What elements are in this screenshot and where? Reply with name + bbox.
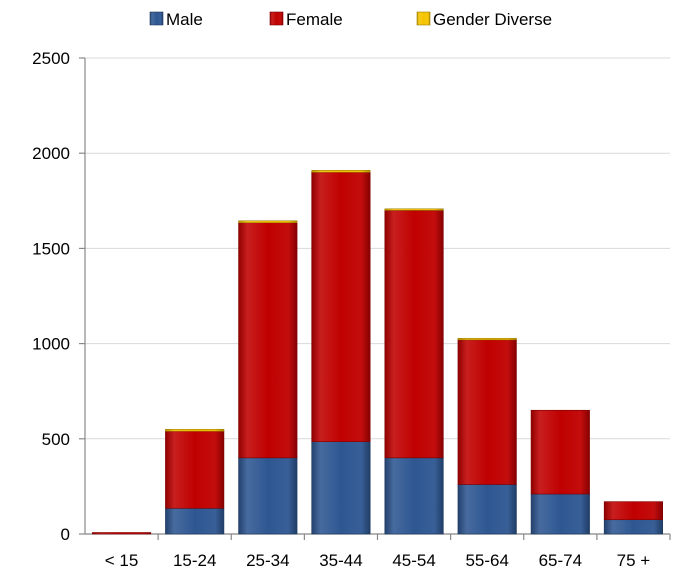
bar-male <box>238 457 298 535</box>
x-tick-label: 75 + <box>617 551 651 570</box>
bar-female <box>238 222 298 459</box>
x-tick-label: 65-74 <box>539 551 582 570</box>
x-tick-label: 55-64 <box>465 551 508 570</box>
bar-gender-diverse <box>457 337 517 341</box>
bar-female <box>311 171 371 442</box>
bar-female <box>165 430 225 509</box>
x-tick-label: 25-34 <box>246 551 289 570</box>
bar-gender-diverse <box>165 428 225 432</box>
legend-label: Gender Diverse <box>433 10 552 29</box>
bars <box>92 170 663 535</box>
bar-female <box>92 532 152 535</box>
legend-label: Female <box>286 10 343 29</box>
y-tick-label: 2000 <box>32 144 70 163</box>
legend-label: Male <box>166 10 203 29</box>
gridlines <box>85 57 670 440</box>
legend-swatch <box>269 11 284 26</box>
legend-swatch <box>149 11 164 26</box>
bar-female <box>457 339 517 485</box>
x-tick-label: < 15 <box>105 551 139 570</box>
bar-male <box>165 507 225 535</box>
bar-male <box>603 519 663 535</box>
y-tick-label: 500 <box>42 430 70 449</box>
bar-female <box>603 501 663 521</box>
y-tick-label: 0 <box>61 525 70 544</box>
legend-swatch <box>416 11 431 26</box>
y-tick-label: 1500 <box>32 239 70 258</box>
x-tick-label: 45-54 <box>392 551 435 570</box>
legend: Male Female Gender Diverse <box>149 10 552 29</box>
bar-gender-diverse <box>311 170 371 173</box>
y-axis-ticks: 0 500 1000 1500 2000 2500 <box>32 49 85 544</box>
bar-female <box>530 409 590 495</box>
x-axis-ticks: < 15 15-24 25-34 35-44 45-54 55-64 65-74 75 + <box>105 534 671 570</box>
bar-female <box>384 210 444 459</box>
bar-male <box>530 493 590 535</box>
bar-gender-diverse <box>384 208 444 211</box>
bar-gender-diverse <box>238 220 298 223</box>
y-tick-label: 1000 <box>32 335 70 354</box>
x-tick-label: 35-44 <box>319 551 362 570</box>
bar-male <box>311 441 371 535</box>
y-tick-label: 2500 <box>32 49 70 68</box>
bar-male <box>384 457 444 535</box>
bar-male <box>457 484 517 535</box>
x-tick-label: 15-24 <box>173 551 216 570</box>
